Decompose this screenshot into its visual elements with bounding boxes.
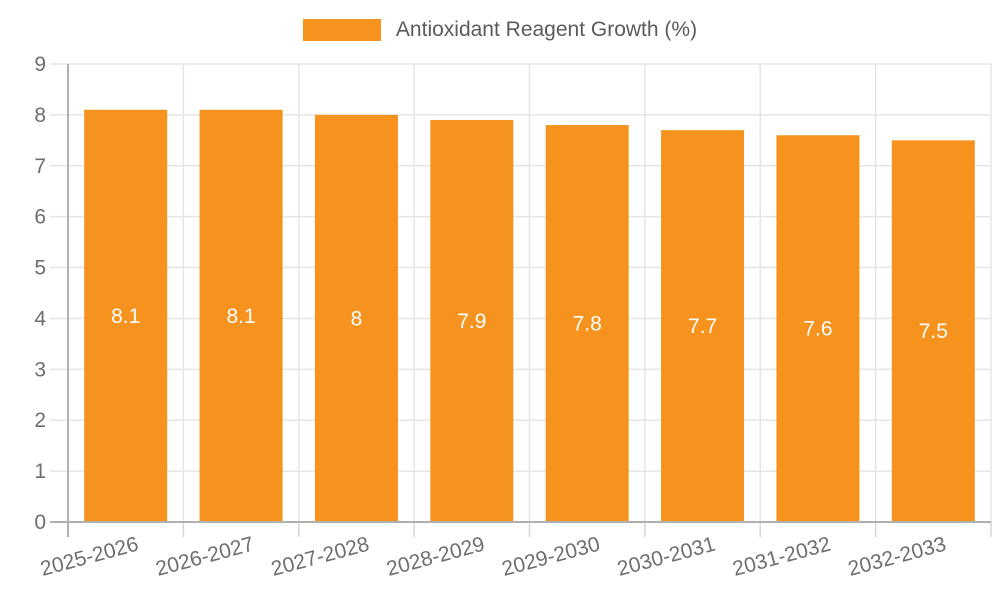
x-axis-tick-label: 2032-2033 xyxy=(846,533,949,581)
y-axis-tick-label: 8 xyxy=(34,104,46,127)
bar-2029-2030[interactable] xyxy=(545,125,629,522)
bar-value-label: 7.8 xyxy=(573,313,602,336)
y-axis-tick-label: 4 xyxy=(34,307,46,330)
y-axis-tick-label: 5 xyxy=(34,257,46,280)
bar-value-label: 7.9 xyxy=(457,310,486,333)
bar-2028-2029[interactable] xyxy=(430,119,514,521)
y-axis-tick-label: 1 xyxy=(34,460,46,483)
y-axis-tick-label: 0 xyxy=(34,511,46,534)
y-axis-tick-label: 3 xyxy=(34,358,46,381)
bar-2025-2026[interactable] xyxy=(84,109,168,522)
bar-value-label: 7.5 xyxy=(919,320,948,343)
bar-value-label: 7.6 xyxy=(803,318,832,341)
bar-value-label: 8.1 xyxy=(111,305,140,328)
y-axis-tick-label: 9 xyxy=(34,53,46,76)
x-axis-tick-label: 2027-2028 xyxy=(269,533,372,581)
y-axis-tick-label: 7 xyxy=(34,155,46,178)
y-axis-tick-label: 2 xyxy=(34,409,46,432)
legend-label[interactable]: Antioxidant Reagent Growth (%) xyxy=(395,18,698,41)
bar-2027-2028[interactable] xyxy=(314,114,398,521)
bar-2032-2033[interactable] xyxy=(891,140,975,522)
bar-value-label: 8 xyxy=(351,307,363,330)
x-axis-tick-label: 2029-2030 xyxy=(500,533,603,581)
x-axis-tick-label: 2025-2026 xyxy=(38,533,141,581)
bar-value-label: 7.7 xyxy=(688,315,717,338)
legend-swatch[interactable] xyxy=(302,19,381,41)
x-axis-tick-label: 2028-2029 xyxy=(384,533,487,581)
x-axis-tick-label: 2026-2027 xyxy=(153,533,256,581)
legend[interactable]: Antioxidant Reagent Growth (%) xyxy=(0,19,1000,41)
bar-2030-2031[interactable] xyxy=(661,130,745,521)
bar-value-label: 8.1 xyxy=(226,305,255,328)
bar-2026-2027[interactable] xyxy=(199,109,283,522)
bar-2031-2032[interactable] xyxy=(776,135,860,521)
x-axis-tick-label: 2031-2032 xyxy=(730,533,833,581)
x-axis-tick-label: 2030-2031 xyxy=(615,533,718,581)
y-axis-tick-label: 6 xyxy=(34,206,46,229)
